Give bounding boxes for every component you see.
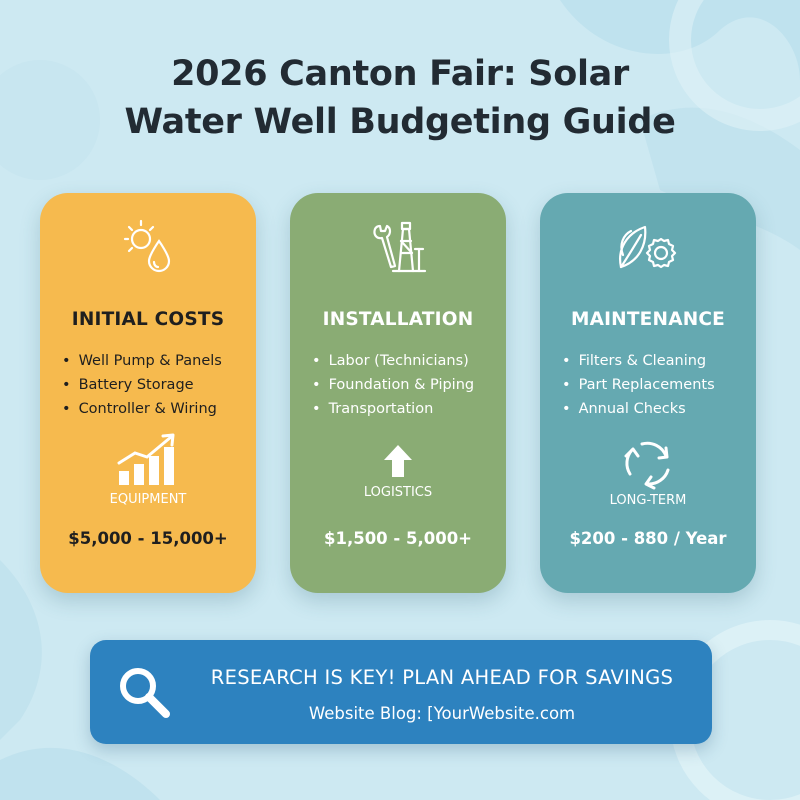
card-heading: INITIAL COSTS	[71, 309, 225, 330]
bullet-list: Well Pump & Panels Battery Storage Contr…	[62, 349, 252, 421]
growth-bar-chart-icon	[117, 433, 175, 485]
bullet-list: Filters & Cleaning Part Replacements Ann…	[562, 349, 752, 421]
banner-website-link[interactable]: Website Blog: [YourWebsite.com	[308, 704, 576, 723]
list-item: Foundation & Piping	[312, 373, 502, 397]
list-item: Part Replacements	[562, 373, 752, 397]
bullet-list: Labor (Technicians) Foundation & Piping …	[312, 349, 502, 421]
list-item: Labor (Technicians)	[312, 349, 502, 373]
price-range: $5,000 - 15,000+	[68, 529, 228, 548]
search-icon	[120, 668, 170, 718]
sun-water-drop-icon	[123, 219, 171, 273]
leaf-gear-icon	[619, 225, 677, 269]
price-range: $200 - 880 / Year	[569, 529, 727, 548]
list-item: Well Pump & Panels	[62, 349, 252, 373]
card-heading: INSTALLATION	[322, 309, 474, 330]
list-item: Annual Checks	[562, 397, 752, 421]
page-title: 2026 Canton Fair: Solar Water Well Budge…	[0, 50, 800, 146]
card-maintenance: MAINTENANCE Filters & Cleaning Part Repl…	[540, 193, 756, 593]
up-arrow-icon	[384, 445, 412, 477]
card-installation: INSTALLATION Labor (Technicians) Foundat…	[290, 193, 506, 593]
list-item: Controller & Wiring	[62, 397, 252, 421]
title-line-1: 2026 Canton Fair: Solar	[171, 54, 629, 94]
banner-headline: RESEARCH IS KEY! PLAN AHEAD FOR SAVINGS	[210, 666, 674, 689]
list-item: Battery Storage	[62, 373, 252, 397]
card-tag: EQUIPMENT	[109, 492, 187, 507]
price-range: $1,500 - 5,000+	[323, 529, 473, 548]
title-line-2: Water Well Budgeting Guide	[124, 102, 676, 142]
card-tag: LONG-TERM	[609, 493, 687, 508]
list-item: Filters & Cleaning	[562, 349, 752, 373]
list-item: Transportation	[312, 397, 502, 421]
cta-banner: RESEARCH IS KEY! PLAN AHEAD FOR SAVINGS …	[90, 640, 712, 744]
card-initial-costs: INITIAL COSTS Well Pump & Panels Battery…	[40, 193, 256, 593]
wrench-drill-rig-icon	[373, 221, 427, 273]
card-tag: LOGISTICS	[363, 485, 433, 500]
recycle-arrows-icon	[624, 441, 670, 490]
card-heading: MAINTENANCE	[570, 309, 726, 330]
